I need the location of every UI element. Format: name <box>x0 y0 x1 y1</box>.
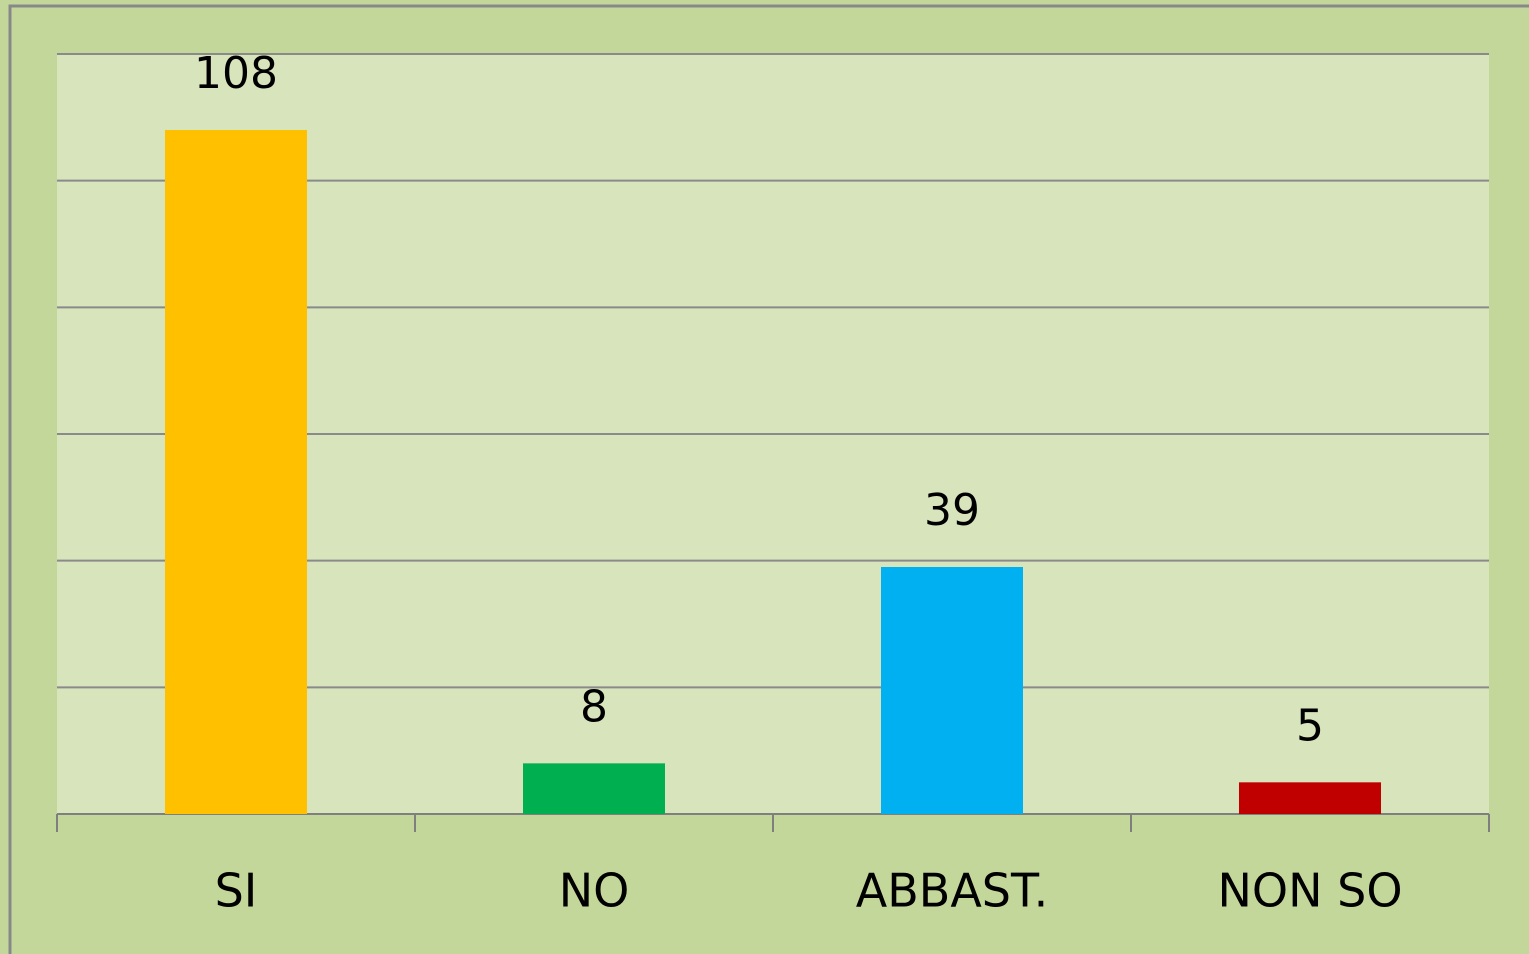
x-tick-label: ABBAST. <box>856 864 1049 918</box>
value-label: 5 <box>1296 700 1324 751</box>
x-tick-label: NON SO <box>1217 864 1402 918</box>
value-label: 8 <box>580 681 608 732</box>
value-label: 108 <box>194 48 278 99</box>
x-tick-label: NO <box>559 864 630 918</box>
bar <box>1239 782 1381 814</box>
bar <box>523 763 665 814</box>
chart-frame <box>8 4 1529 954</box>
bar <box>165 130 307 814</box>
x-tick-label: SI <box>215 864 258 918</box>
value-label: 39 <box>924 485 980 536</box>
bar <box>881 567 1023 814</box>
